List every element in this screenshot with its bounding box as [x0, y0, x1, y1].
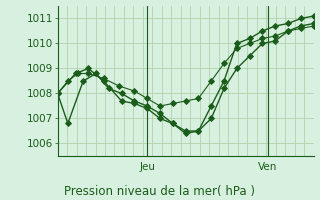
Text: Ven: Ven: [258, 162, 277, 172]
Text: Pression niveau de la mer( hPa ): Pression niveau de la mer( hPa ): [65, 185, 255, 198]
Text: Jeu: Jeu: [139, 162, 155, 172]
